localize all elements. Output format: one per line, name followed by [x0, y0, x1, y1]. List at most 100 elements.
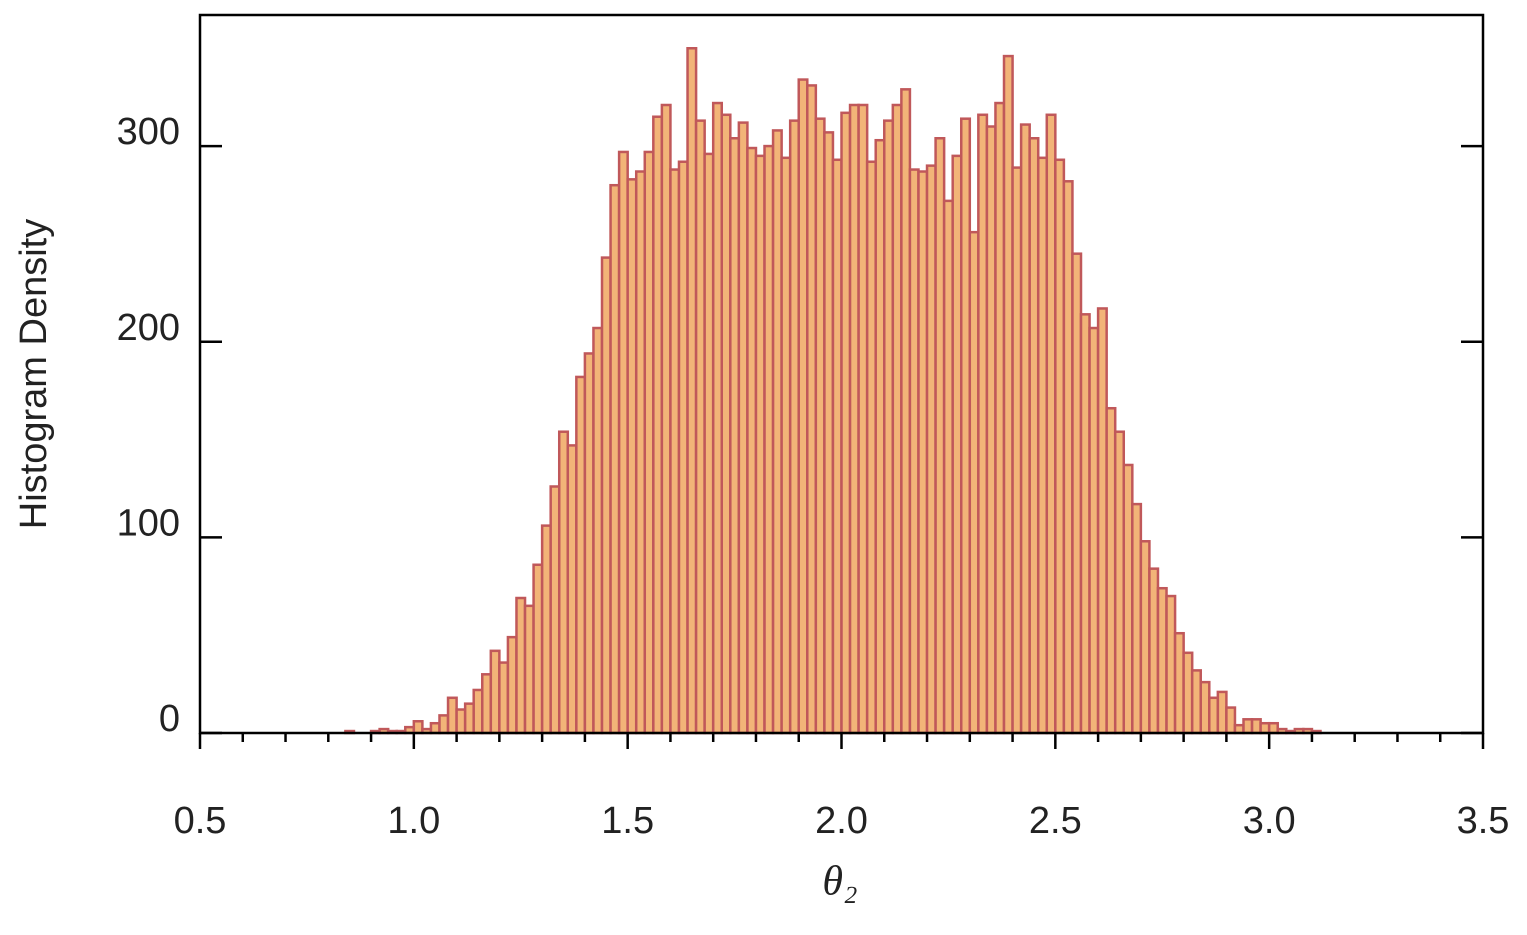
bar	[1028, 137, 1040, 735]
bar	[617, 150, 629, 735]
bar	[566, 444, 578, 735]
bar	[669, 168, 681, 735]
y-tick-label: 300	[117, 111, 180, 153]
bar	[1259, 721, 1271, 735]
y-tick-label: 100	[117, 502, 180, 544]
bar	[1105, 406, 1117, 735]
bar	[1011, 166, 1023, 735]
y-tick-label: 0	[159, 698, 180, 740]
x-tick-label: 1.5	[601, 800, 654, 842]
bar	[455, 708, 467, 735]
bar	[874, 138, 886, 735]
bar	[840, 111, 852, 735]
bar	[746, 146, 758, 735]
bar	[754, 154, 766, 735]
x-tick-label: 2.5	[1029, 800, 1082, 842]
bar	[626, 178, 638, 735]
bar	[438, 714, 450, 735]
bar	[575, 375, 587, 735]
bar	[780, 156, 792, 735]
bar	[1250, 718, 1262, 735]
bar	[498, 661, 510, 735]
bar	[968, 230, 980, 735]
bar	[848, 103, 860, 735]
bar	[634, 170, 647, 735]
bar	[472, 688, 484, 735]
bar	[1071, 252, 1083, 735]
bar	[660, 103, 672, 735]
bar	[891, 103, 903, 735]
x-axis-label: θ₂	[822, 859, 857, 905]
bar	[1173, 631, 1185, 735]
bar	[994, 101, 1006, 735]
bar	[814, 117, 826, 735]
bar	[1019, 123, 1031, 735]
bar	[609, 183, 621, 735]
bar	[771, 129, 783, 735]
bar	[917, 170, 929, 735]
bar	[1165, 594, 1177, 735]
bar	[1062, 180, 1074, 735]
bar	[677, 160, 689, 735]
bar	[823, 131, 835, 735]
bar	[711, 101, 724, 735]
bar	[481, 673, 493, 735]
bar	[985, 125, 997, 735]
bar	[797, 78, 809, 735]
bar	[1242, 718, 1254, 735]
bar	[583, 352, 595, 735]
bar	[549, 485, 561, 735]
y-axis-label: Histogram Density	[13, 219, 55, 529]
bar	[831, 158, 843, 735]
bar	[1054, 158, 1066, 735]
x-tick-label: 3.0	[1243, 800, 1296, 842]
x-tick-label: 0.5	[174, 800, 227, 842]
bar	[763, 144, 775, 735]
bar	[908, 168, 920, 735]
bar	[600, 256, 612, 735]
bar	[1148, 567, 1160, 735]
bar	[1131, 502, 1143, 735]
bar	[1002, 54, 1014, 735]
bar	[977, 113, 989, 735]
bar	[1199, 680, 1211, 735]
bar	[857, 103, 869, 735]
bar	[412, 720, 424, 735]
bar	[1225, 706, 1237, 735]
bar	[463, 702, 475, 735]
bar	[489, 649, 501, 735]
bar	[1113, 430, 1126, 735]
bar	[703, 152, 715, 735]
bar	[1139, 540, 1151, 735]
bar	[1045, 113, 1057, 735]
bar	[1122, 463, 1134, 735]
bar	[1267, 721, 1279, 735]
bar	[1216, 690, 1228, 735]
bar	[446, 696, 458, 735]
bar	[1208, 696, 1220, 735]
bar	[1182, 651, 1194, 735]
bar	[515, 596, 527, 735]
x-tick-label: 3.5	[1457, 800, 1510, 842]
bar	[540, 524, 552, 735]
bar	[720, 113, 732, 735]
bar	[934, 137, 946, 735]
bar	[1156, 586, 1168, 735]
bar	[429, 721, 441, 735]
bar	[951, 154, 963, 735]
bar	[883, 119, 895, 735]
y-tick-label: 200	[117, 307, 180, 349]
bar	[532, 563, 544, 735]
bar	[806, 84, 818, 735]
bar	[506, 635, 518, 735]
bar	[1190, 669, 1202, 735]
bar	[865, 160, 877, 735]
bar	[1088, 326, 1100, 735]
bar	[959, 117, 972, 735]
bar	[652, 115, 664, 735]
bar	[737, 121, 749, 735]
bar	[900, 88, 912, 735]
bar	[686, 47, 698, 735]
bar	[592, 326, 604, 735]
